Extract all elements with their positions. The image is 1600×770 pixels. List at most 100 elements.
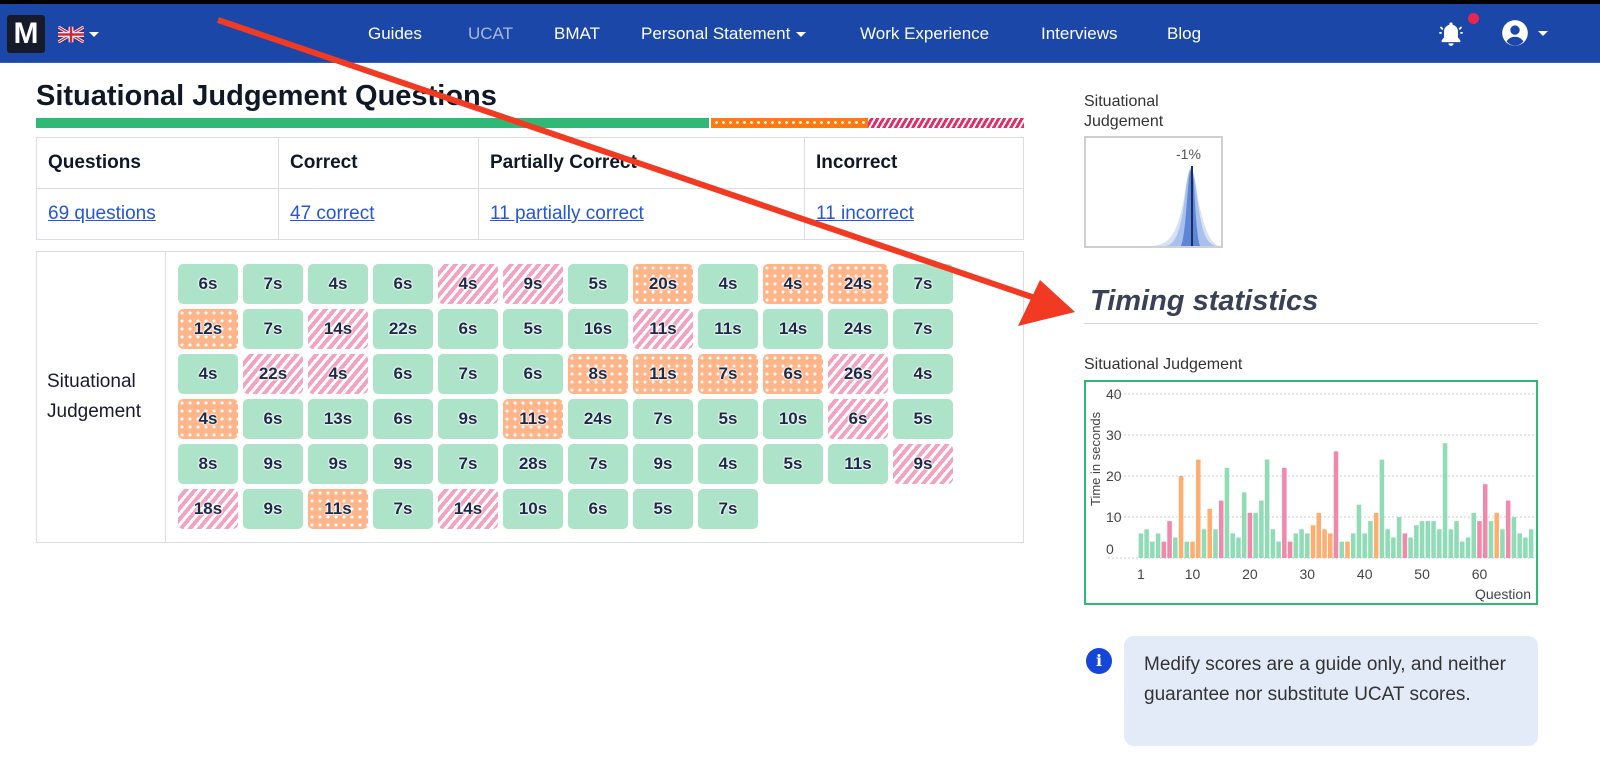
correct-link[interactable]: 47 correct [290,203,375,224]
nav-blog[interactable]: Blog [1167,24,1202,43]
timing-bar[interactable] [1362,533,1367,558]
timing-bar[interactable] [1396,517,1402,558]
timing-bar[interactable] [1207,508,1213,558]
timing-bar[interactable] [1299,529,1304,558]
timing-bar[interactable] [1505,500,1511,558]
question-tile[interactable]: 14s [308,309,368,349]
question-tile[interactable]: 10s [763,399,823,439]
question-tile[interactable]: 22s [243,354,303,394]
question-tile[interactable]: 6s [243,399,303,439]
question-tile[interactable]: 7s [243,264,303,304]
uk-flag-icon[interactable] [58,26,84,43]
question-tile[interactable]: 26s [828,354,888,394]
timing-bar[interactable] [1167,521,1172,558]
timing-bar[interactable] [1161,541,1167,558]
question-tile[interactable]: 9s [308,444,368,484]
timing-bar[interactable] [1517,533,1522,558]
timing-bar[interactable] [1144,529,1149,558]
user-icon[interactable] [1501,19,1529,47]
question-tile[interactable]: 4s [893,354,953,394]
timing-bar[interactable] [1425,521,1431,558]
question-tile[interactable]: 14s [438,489,498,529]
timing-bar[interactable] [1368,521,1373,558]
timing-bar[interactable] [1408,537,1413,559]
timing-bar[interactable] [1454,521,1459,558]
question-tile[interactable]: 24s [828,309,888,349]
question-tile[interactable]: 6s [373,264,433,304]
question-tile[interactable]: 4s [698,264,758,304]
timing-bar[interactable] [1345,541,1350,558]
question-tile[interactable]: 4s [763,264,823,304]
question-tile[interactable]: 9s [243,489,303,529]
question-tile[interactable]: 6s [763,354,823,394]
question-tile[interactable]: 6s [568,489,628,529]
question-tile[interactable]: 5s [503,309,563,349]
question-tile[interactable]: 5s [763,444,823,484]
timing-bar[interactable] [1356,504,1362,558]
timing-bar[interactable] [1482,484,1488,558]
timing-bar[interactable] [1264,459,1270,558]
timing-bar[interactable] [1178,476,1184,558]
timing-bar[interactable] [1379,459,1385,558]
timing-bar[interactable] [1448,529,1454,558]
question-tile[interactable]: 20s [633,264,693,304]
timing-bar[interactable] [1442,443,1448,558]
timing-bar[interactable] [1414,525,1419,558]
question-tile[interactable]: 11s [503,399,563,439]
nav-ucat[interactable]: UCAT [468,24,514,43]
timing-bar[interactable] [1373,512,1379,558]
question-tile[interactable]: 7s [438,354,498,394]
timing-bar[interactable] [1402,533,1408,558]
question-tile[interactable]: 11s [308,489,368,529]
nav-bmat[interactable]: BMAT [554,24,600,43]
timing-bar[interactable] [1523,537,1528,559]
question-tile[interactable]: 14s [763,309,823,349]
timing-bar[interactable] [1282,467,1287,558]
timing-bar[interactable] [1488,521,1494,558]
question-tile[interactable]: 8s [568,354,628,394]
question-tile[interactable]: 5s [893,399,953,439]
timing-bar[interactable] [1459,541,1465,558]
question-tile[interactable]: 10s [503,489,563,529]
timing-bar[interactable] [1218,500,1224,558]
partially-correct-link[interactable]: 11 partially correct [490,203,644,224]
question-tile[interactable]: 11s [633,309,693,349]
timing-bar[interactable] [1259,500,1264,558]
timing-bar[interactable] [1213,529,1218,558]
question-tile[interactable]: 16s [568,309,628,349]
timing-bar[interactable] [1150,541,1155,558]
timing-bar[interactable] [1190,541,1195,558]
timing-bar[interactable] [1247,512,1253,558]
question-tile[interactable]: 7s [243,309,303,349]
timing-bar[interactable] [1195,459,1201,558]
bell-icon[interactable] [1437,20,1465,48]
timing-bar[interactable] [1224,467,1230,558]
question-tile[interactable]: 24s [828,264,888,304]
medify-logo[interactable]: M [7,15,45,53]
question-tile[interactable]: 12s [178,309,238,349]
question-tile[interactable]: 7s [893,309,953,349]
timing-bar[interactable] [1155,533,1161,558]
nav-interviews[interactable]: Interviews [1041,24,1118,43]
timing-bar[interactable] [1305,533,1310,558]
question-tile[interactable]: 24s [568,399,628,439]
question-tile[interactable]: 6s [373,354,433,394]
question-tile[interactable]: 18s [178,489,238,529]
question-tile[interactable]: 28s [503,444,563,484]
timing-bar[interactable] [1241,492,1247,558]
question-tile[interactable]: 6s [438,309,498,349]
question-tile[interactable]: 7s [893,264,953,304]
timing-bar[interactable] [1437,529,1442,558]
timing-bar[interactable] [1391,537,1396,559]
question-tile[interactable]: 22s [373,309,433,349]
question-tile[interactable]: 7s [568,444,628,484]
question-tile[interactable]: 4s [308,264,368,304]
timing-bar[interactable] [1333,451,1339,558]
timing-bar[interactable] [1511,517,1517,558]
question-tile[interactable]: 4s [308,354,368,394]
timing-bar[interactable] [1350,533,1356,558]
question-tile[interactable]: 8s [178,444,238,484]
question-tile[interactable]: 6s [503,354,563,394]
nav-guides[interactable]: Guides [368,24,422,43]
timing-bar[interactable] [1236,537,1241,559]
